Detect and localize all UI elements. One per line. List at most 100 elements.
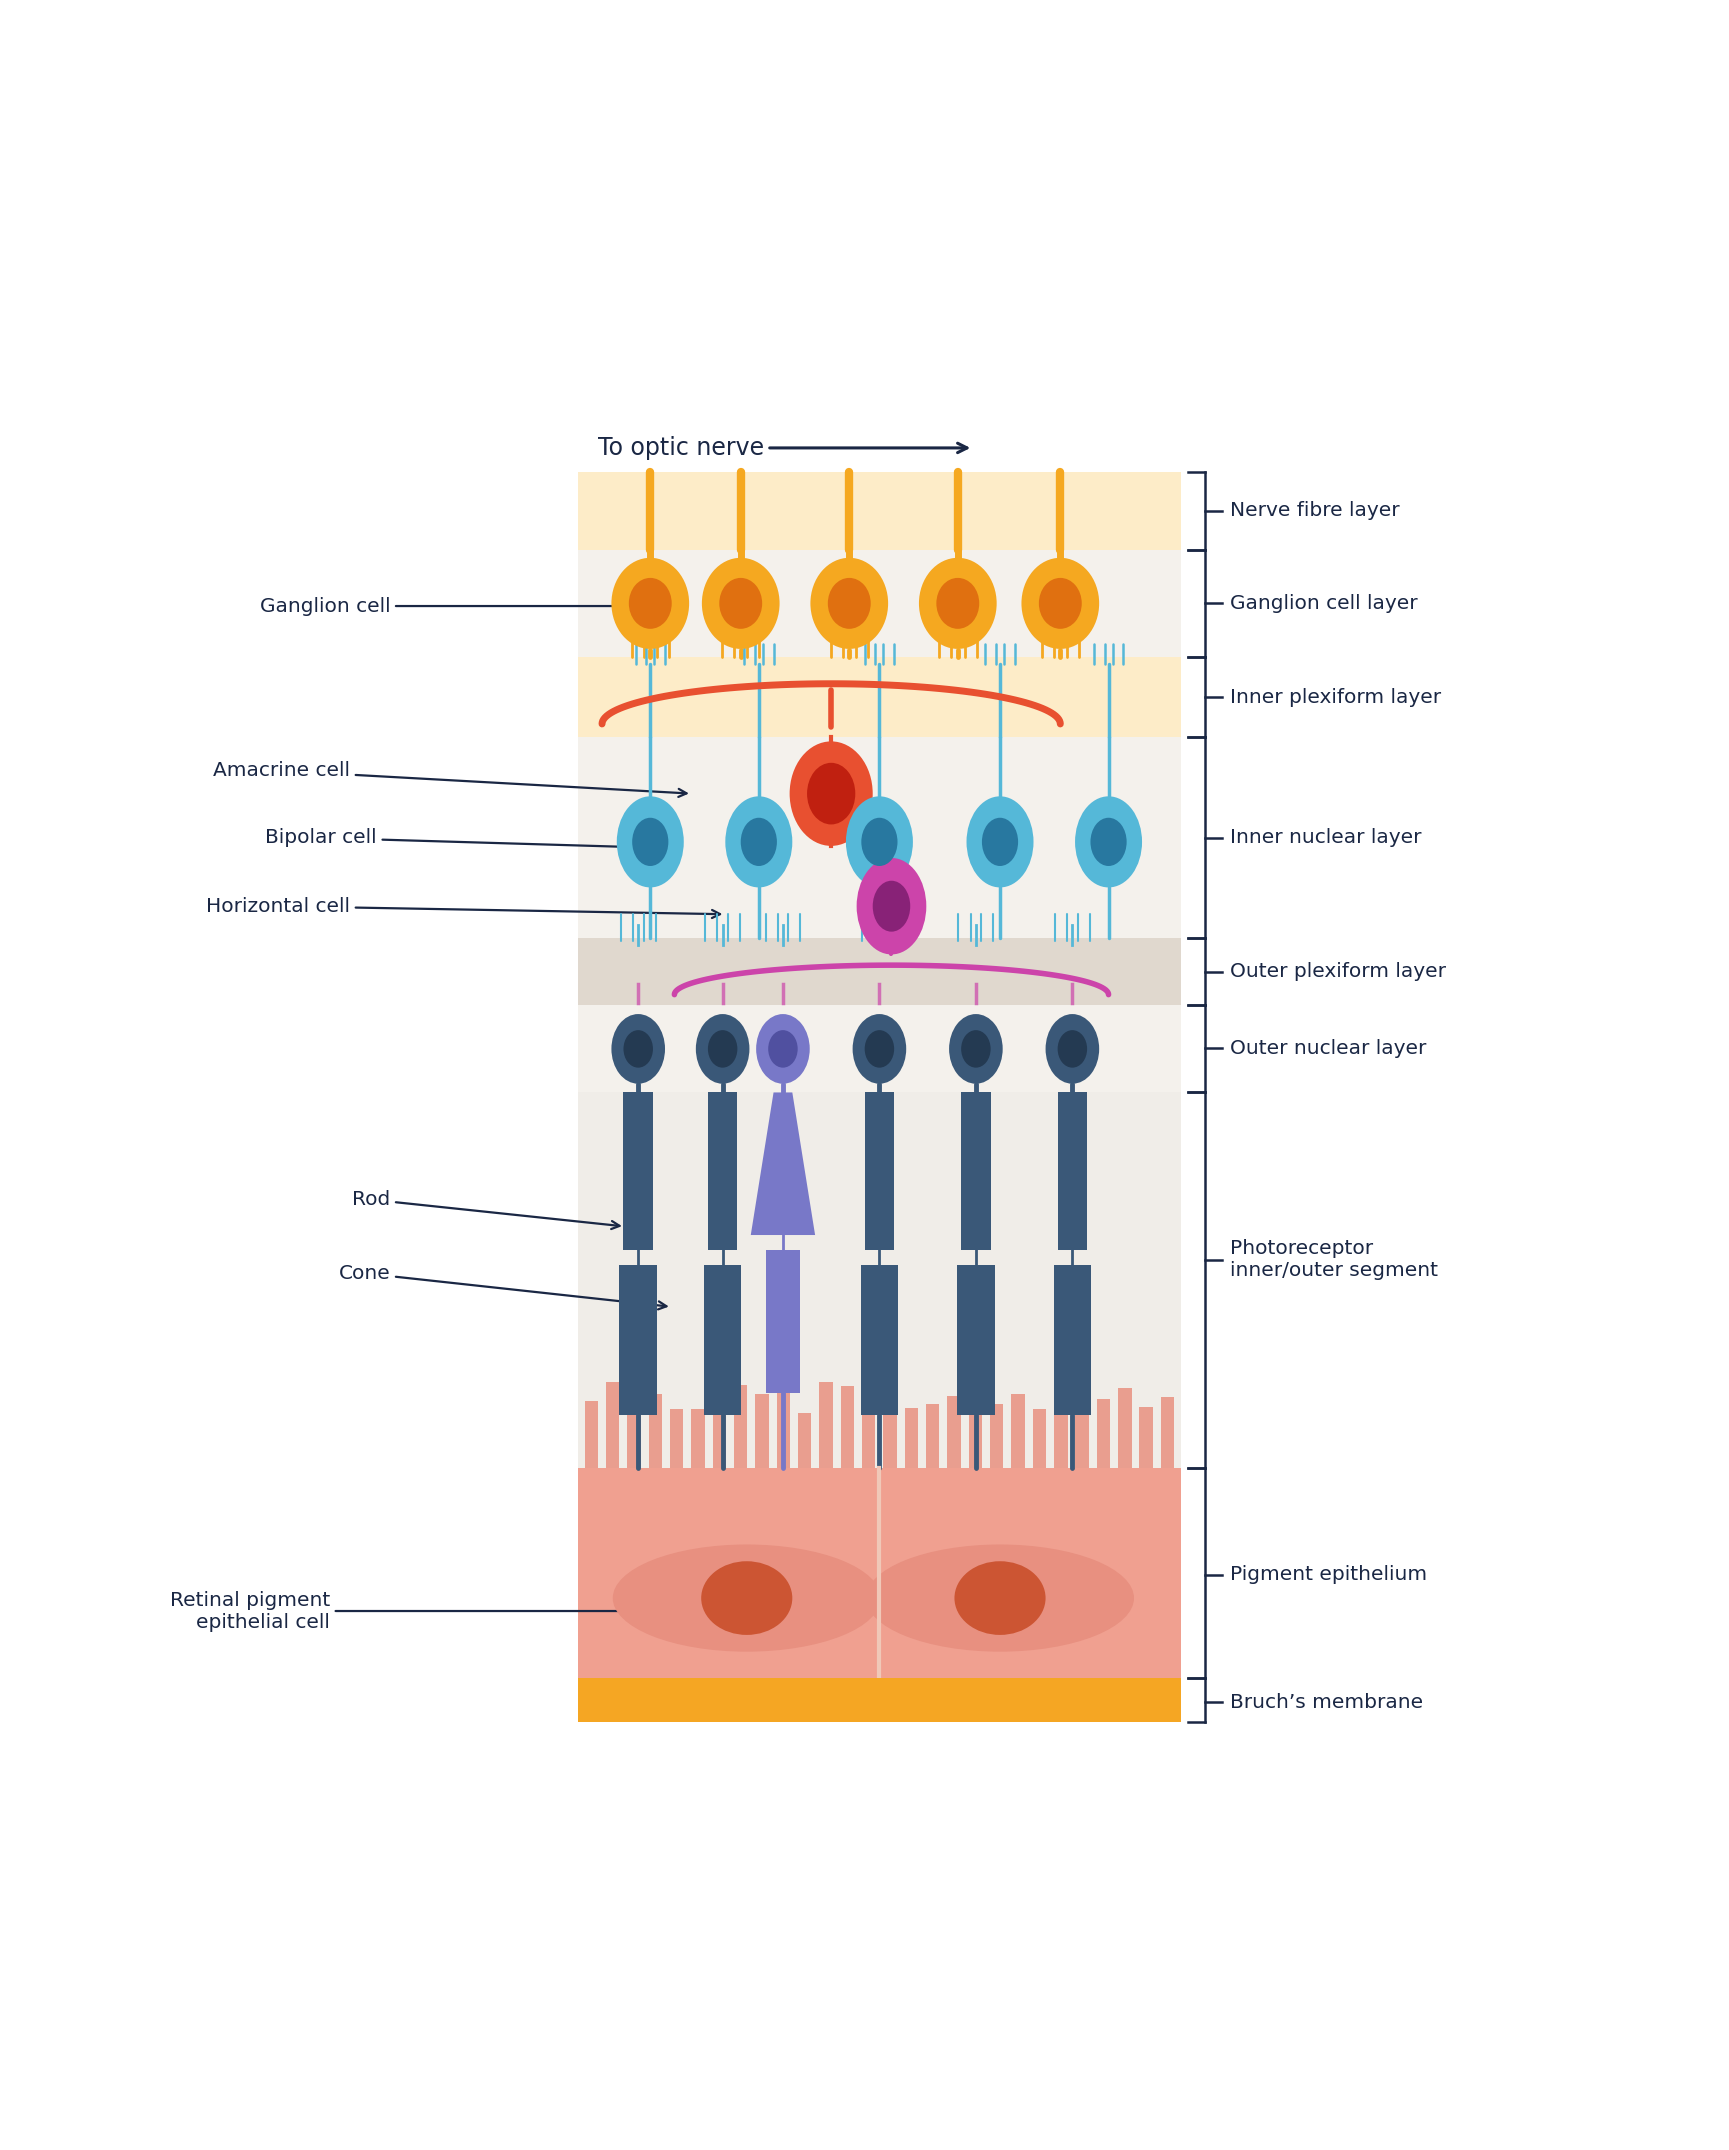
Bar bbox=[861, 1264, 897, 1415]
Bar bbox=[927, 1404, 939, 1468]
Bar bbox=[577, 1468, 1181, 1677]
Ellipse shape bbox=[807, 763, 856, 823]
Text: Ganglion cell layer: Ganglion cell layer bbox=[1231, 593, 1418, 613]
Bar bbox=[619, 1264, 657, 1415]
Bar bbox=[577, 473, 1181, 550]
Bar bbox=[1139, 1408, 1153, 1468]
Bar bbox=[624, 1092, 654, 1249]
Bar bbox=[904, 1408, 918, 1468]
Bar bbox=[958, 1264, 994, 1415]
Ellipse shape bbox=[961, 1030, 991, 1069]
Bar bbox=[1032, 1410, 1046, 1468]
Ellipse shape bbox=[740, 817, 776, 866]
Text: Ganglion cell: Ganglion cell bbox=[259, 596, 633, 615]
Text: Bipolar cell: Bipolar cell bbox=[265, 828, 633, 851]
Text: To optic nerve: To optic nerve bbox=[598, 436, 967, 460]
Bar bbox=[692, 1408, 705, 1468]
Text: Inner plexiform layer: Inner plexiform layer bbox=[1231, 688, 1442, 707]
Text: Photoreceptor
inner/outer segment: Photoreceptor inner/outer segment bbox=[1231, 1238, 1439, 1281]
Ellipse shape bbox=[937, 578, 979, 628]
Ellipse shape bbox=[861, 817, 897, 866]
Bar bbox=[628, 1389, 641, 1468]
Ellipse shape bbox=[949, 1015, 1003, 1084]
Text: Outer plexiform layer: Outer plexiform layer bbox=[1231, 963, 1447, 980]
Bar bbox=[1055, 1404, 1067, 1468]
Bar bbox=[840, 1387, 854, 1468]
Ellipse shape bbox=[612, 557, 690, 649]
Bar bbox=[961, 1092, 991, 1249]
Ellipse shape bbox=[811, 557, 889, 649]
Bar bbox=[605, 1382, 619, 1468]
Bar bbox=[884, 1408, 897, 1468]
Ellipse shape bbox=[624, 1030, 654, 1069]
Bar bbox=[1119, 1387, 1131, 1468]
Bar bbox=[1011, 1393, 1025, 1468]
Bar bbox=[864, 1092, 894, 1249]
Ellipse shape bbox=[756, 1015, 809, 1084]
Text: Outer nuclear layer: Outer nuclear layer bbox=[1231, 1038, 1426, 1058]
Bar bbox=[947, 1398, 961, 1468]
Ellipse shape bbox=[828, 578, 871, 628]
Ellipse shape bbox=[873, 882, 909, 931]
Ellipse shape bbox=[918, 557, 996, 649]
Ellipse shape bbox=[702, 557, 780, 649]
Bar bbox=[1075, 1402, 1089, 1468]
Ellipse shape bbox=[1039, 578, 1082, 628]
Bar bbox=[577, 1677, 1181, 1722]
Ellipse shape bbox=[954, 1561, 1046, 1634]
Ellipse shape bbox=[1022, 557, 1100, 649]
Bar bbox=[776, 1391, 790, 1468]
Ellipse shape bbox=[845, 796, 913, 888]
Ellipse shape bbox=[726, 796, 792, 888]
Ellipse shape bbox=[633, 817, 669, 866]
Ellipse shape bbox=[864, 1030, 894, 1069]
Text: Nerve fibre layer: Nerve fibre layer bbox=[1231, 501, 1400, 520]
Bar bbox=[648, 1393, 662, 1468]
Bar bbox=[799, 1413, 811, 1468]
Ellipse shape bbox=[768, 1030, 797, 1069]
Text: Retinal pigment
epithelial cell: Retinal pigment epithelial cell bbox=[169, 1591, 654, 1632]
Ellipse shape bbox=[629, 578, 671, 628]
Text: Pigment epithelium: Pigment epithelium bbox=[1231, 1565, 1428, 1585]
Bar bbox=[756, 1393, 769, 1468]
Text: Rod: Rod bbox=[353, 1191, 619, 1230]
Bar bbox=[704, 1264, 742, 1415]
Ellipse shape bbox=[1046, 1015, 1100, 1084]
Bar bbox=[1096, 1400, 1110, 1468]
Text: Inner nuclear layer: Inner nuclear layer bbox=[1231, 828, 1421, 847]
Ellipse shape bbox=[967, 796, 1034, 888]
Bar bbox=[712, 1413, 726, 1468]
Bar bbox=[968, 1400, 982, 1468]
Ellipse shape bbox=[790, 742, 873, 845]
Bar bbox=[584, 1402, 598, 1468]
Ellipse shape bbox=[1058, 1030, 1088, 1069]
Bar bbox=[863, 1406, 875, 1468]
Ellipse shape bbox=[612, 1544, 880, 1651]
Ellipse shape bbox=[719, 578, 762, 628]
Ellipse shape bbox=[1075, 796, 1143, 888]
Ellipse shape bbox=[695, 1015, 749, 1084]
Text: Bruch’s membrane: Bruch’s membrane bbox=[1231, 1692, 1423, 1711]
Polygon shape bbox=[750, 1092, 814, 1234]
Bar bbox=[991, 1404, 1003, 1468]
Ellipse shape bbox=[1091, 817, 1127, 866]
Ellipse shape bbox=[702, 1561, 792, 1634]
Bar bbox=[577, 1677, 1181, 1722]
Bar bbox=[1160, 1398, 1174, 1468]
Bar bbox=[577, 473, 1181, 1722]
Ellipse shape bbox=[866, 1544, 1134, 1651]
Ellipse shape bbox=[852, 1015, 906, 1084]
Text: Horizontal cell: Horizontal cell bbox=[206, 897, 719, 918]
Bar bbox=[1058, 1092, 1088, 1249]
Ellipse shape bbox=[612, 1015, 666, 1084]
Bar bbox=[766, 1249, 801, 1393]
Ellipse shape bbox=[856, 858, 927, 955]
Bar bbox=[577, 658, 1181, 737]
Text: Amacrine cell: Amacrine cell bbox=[213, 761, 686, 798]
Bar bbox=[707, 1092, 737, 1249]
Bar bbox=[669, 1408, 683, 1468]
Ellipse shape bbox=[707, 1030, 737, 1069]
Bar bbox=[735, 1385, 747, 1468]
Ellipse shape bbox=[982, 817, 1018, 866]
Ellipse shape bbox=[617, 796, 683, 888]
